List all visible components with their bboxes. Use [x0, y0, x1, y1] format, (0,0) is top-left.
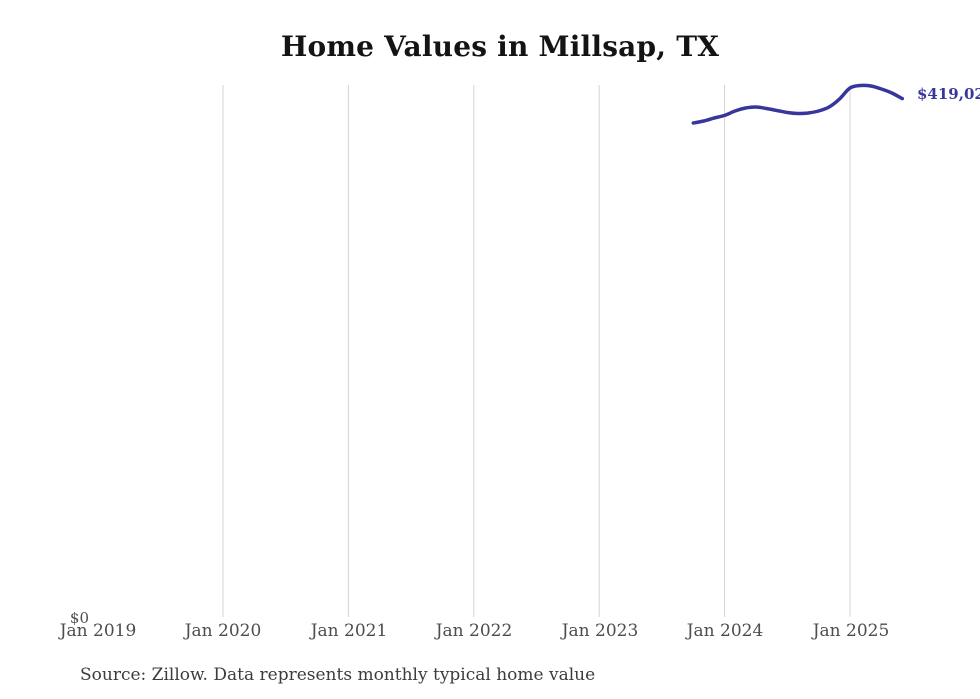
home-value-line — [691, 83, 905, 125]
x-tick-jan-2020: Jan 2020 — [184, 621, 262, 641]
chart-title: Home Values in Millsap, TX — [280, 30, 720, 63]
source-note: Source: Zillow. Data represents monthly … — [80, 665, 596, 685]
x-tick-jan-2022: Jan 2022 — [435, 621, 513, 641]
x-tick-jan-2025: Jan 2025 — [812, 621, 890, 641]
x-tick-jan-2023: Jan 2023 — [561, 621, 639, 641]
x-tick-jan-2024: Jan 2024 — [686, 621, 764, 641]
latest-value-label: $419,025 — [917, 85, 980, 103]
x-tick-jan-2019: Jan 2019 — [59, 621, 137, 641]
y-axis-zero-label: $0 — [69, 609, 89, 627]
x-tick-jan-2021: Jan 2021 — [310, 621, 388, 641]
